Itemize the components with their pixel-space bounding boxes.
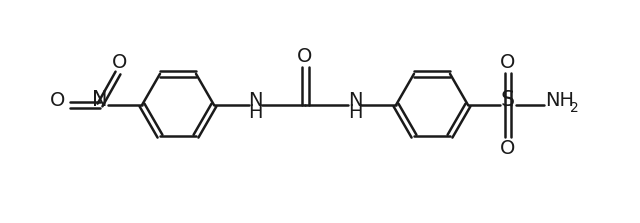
Text: O: O	[500, 140, 516, 159]
Text: S: S	[501, 90, 515, 110]
Text: O: O	[51, 91, 66, 109]
Text: O: O	[298, 47, 313, 66]
Text: O: O	[112, 52, 128, 72]
Text: N: N	[248, 91, 262, 109]
Text: O: O	[500, 52, 516, 72]
Text: H: H	[348, 103, 362, 122]
Text: 2: 2	[570, 101, 579, 115]
Text: NH: NH	[545, 91, 575, 109]
Text: N: N	[348, 91, 362, 109]
Text: N: N	[92, 90, 108, 110]
Text: H: H	[248, 103, 262, 122]
